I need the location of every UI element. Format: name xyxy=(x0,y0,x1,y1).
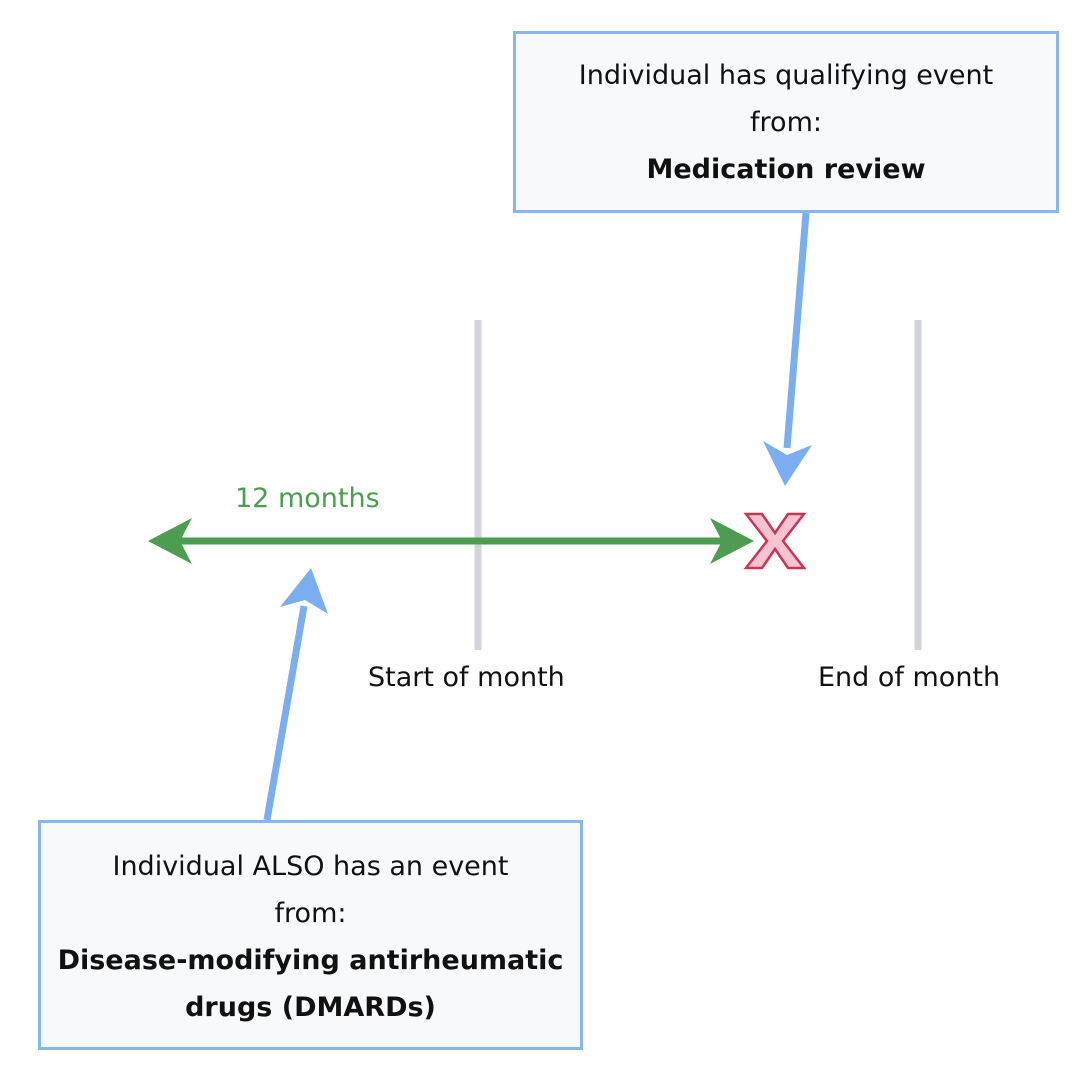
cross-mark-icon xyxy=(743,512,807,570)
qualifying-event-text: Individual has qualifying event from: xyxy=(578,60,994,138)
lookback-label: 12 months xyxy=(235,483,380,514)
qualifying-event-arrow xyxy=(763,212,812,486)
lookback-arrow-right-head xyxy=(710,518,754,564)
qualifying-event-name: Medication review xyxy=(646,154,926,185)
also-event-box: Individual ALSO has an event from: Disea… xyxy=(38,820,583,1050)
lookback-arrow-left-head xyxy=(148,518,192,564)
qualifying-event-box: Individual has qualifying event from: Me… xyxy=(513,31,1059,213)
also-event-name: Disease-modifying antirheumatic drugs (D… xyxy=(57,945,564,1023)
also-event-text: Individual ALSO has an event from: xyxy=(112,851,509,929)
start-of-month-label: Start of month xyxy=(368,662,565,693)
end-of-month-label: End of month xyxy=(818,662,1001,693)
also-event-arrow xyxy=(263,568,328,821)
lookback-arrow xyxy=(148,518,754,564)
